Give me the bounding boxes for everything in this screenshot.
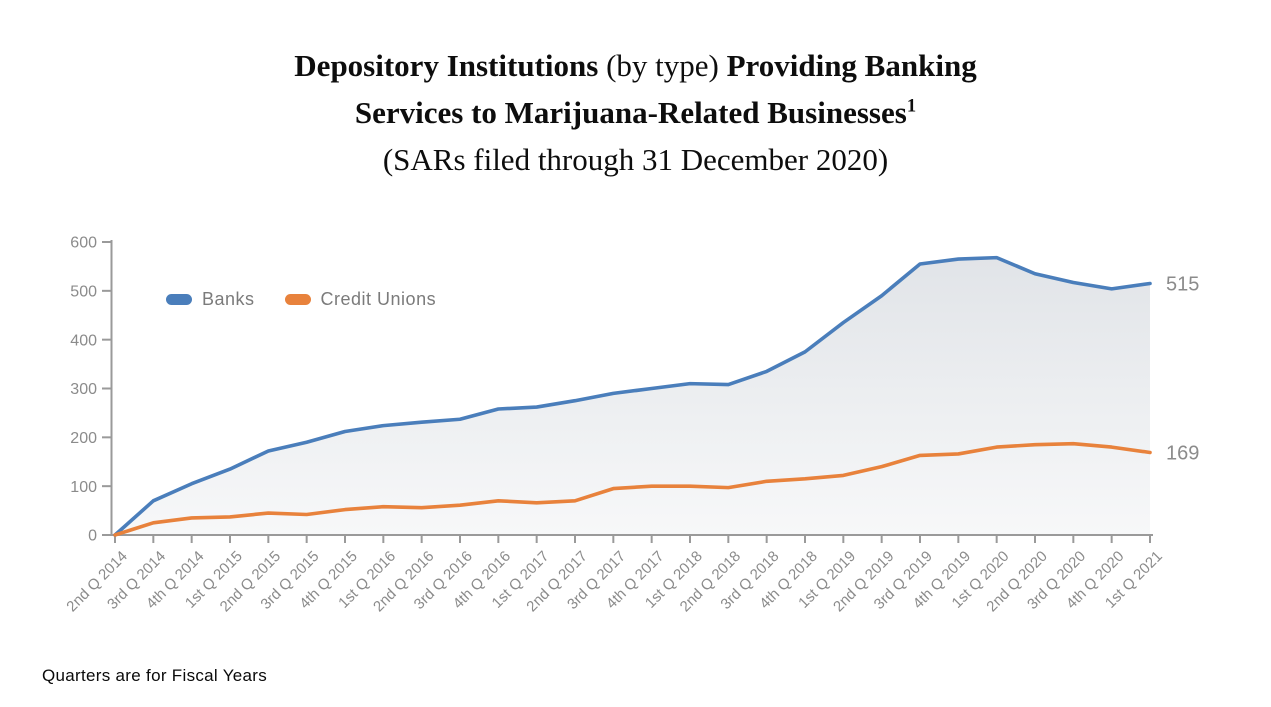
y-tick-label: 400: [70, 332, 97, 349]
chart-legend: Banks Credit Unions: [166, 289, 436, 310]
legend-marker-banks-icon: [166, 294, 192, 305]
title-line-1: Depository Institutions (by type) Provid…: [0, 42, 1271, 89]
axes: [102, 240, 1153, 543]
title-line2-bold: Services to Marijuana-Related Businesses: [354, 95, 907, 130]
end-label-credit-unions: 169: [1166, 442, 1199, 464]
end-label-banks: 515: [1166, 274, 1199, 296]
legend-marker-credit-unions-icon: [284, 294, 311, 305]
title-line1-regular: (by type): [606, 48, 727, 83]
title-line1-bold-a: Depository Institutions: [294, 48, 607, 83]
title-footnote-marker: 1: [906, 95, 917, 117]
footnote: Quarters are for Fiscal Years: [42, 666, 268, 685]
y-tick-label: 0: [88, 528, 97, 545]
y-tick-labels: 0 100 200 300 400 500 600: [70, 235, 97, 545]
credit-unions-line: [113, 441, 1152, 537]
chart-title: Depository Institutions (by type) Provid…: [0, 42, 1271, 183]
legend-item-banks: Banks: [166, 289, 255, 310]
legend-label-credit-unions: Credit Unions: [320, 289, 437, 309]
title-line1-bold-b: Providing Banking: [726, 48, 977, 83]
y-tick-label: 300: [70, 381, 97, 398]
y-tick-label: 100: [70, 479, 97, 496]
legend-label-banks: Banks: [202, 289, 255, 309]
banks-line: [113, 255, 1152, 537]
y-tick-label: 200: [70, 430, 97, 447]
y-tick-label: 500: [70, 283, 97, 300]
legend-item-credit-unions: Credit Unions: [284, 289, 437, 310]
title-line-2: Services to Marijuana-Related Businesses…: [0, 89, 1271, 136]
title-line-3: (SARs filed through 31 December 2020): [382, 142, 889, 177]
y-tick-label: 600: [70, 235, 97, 252]
